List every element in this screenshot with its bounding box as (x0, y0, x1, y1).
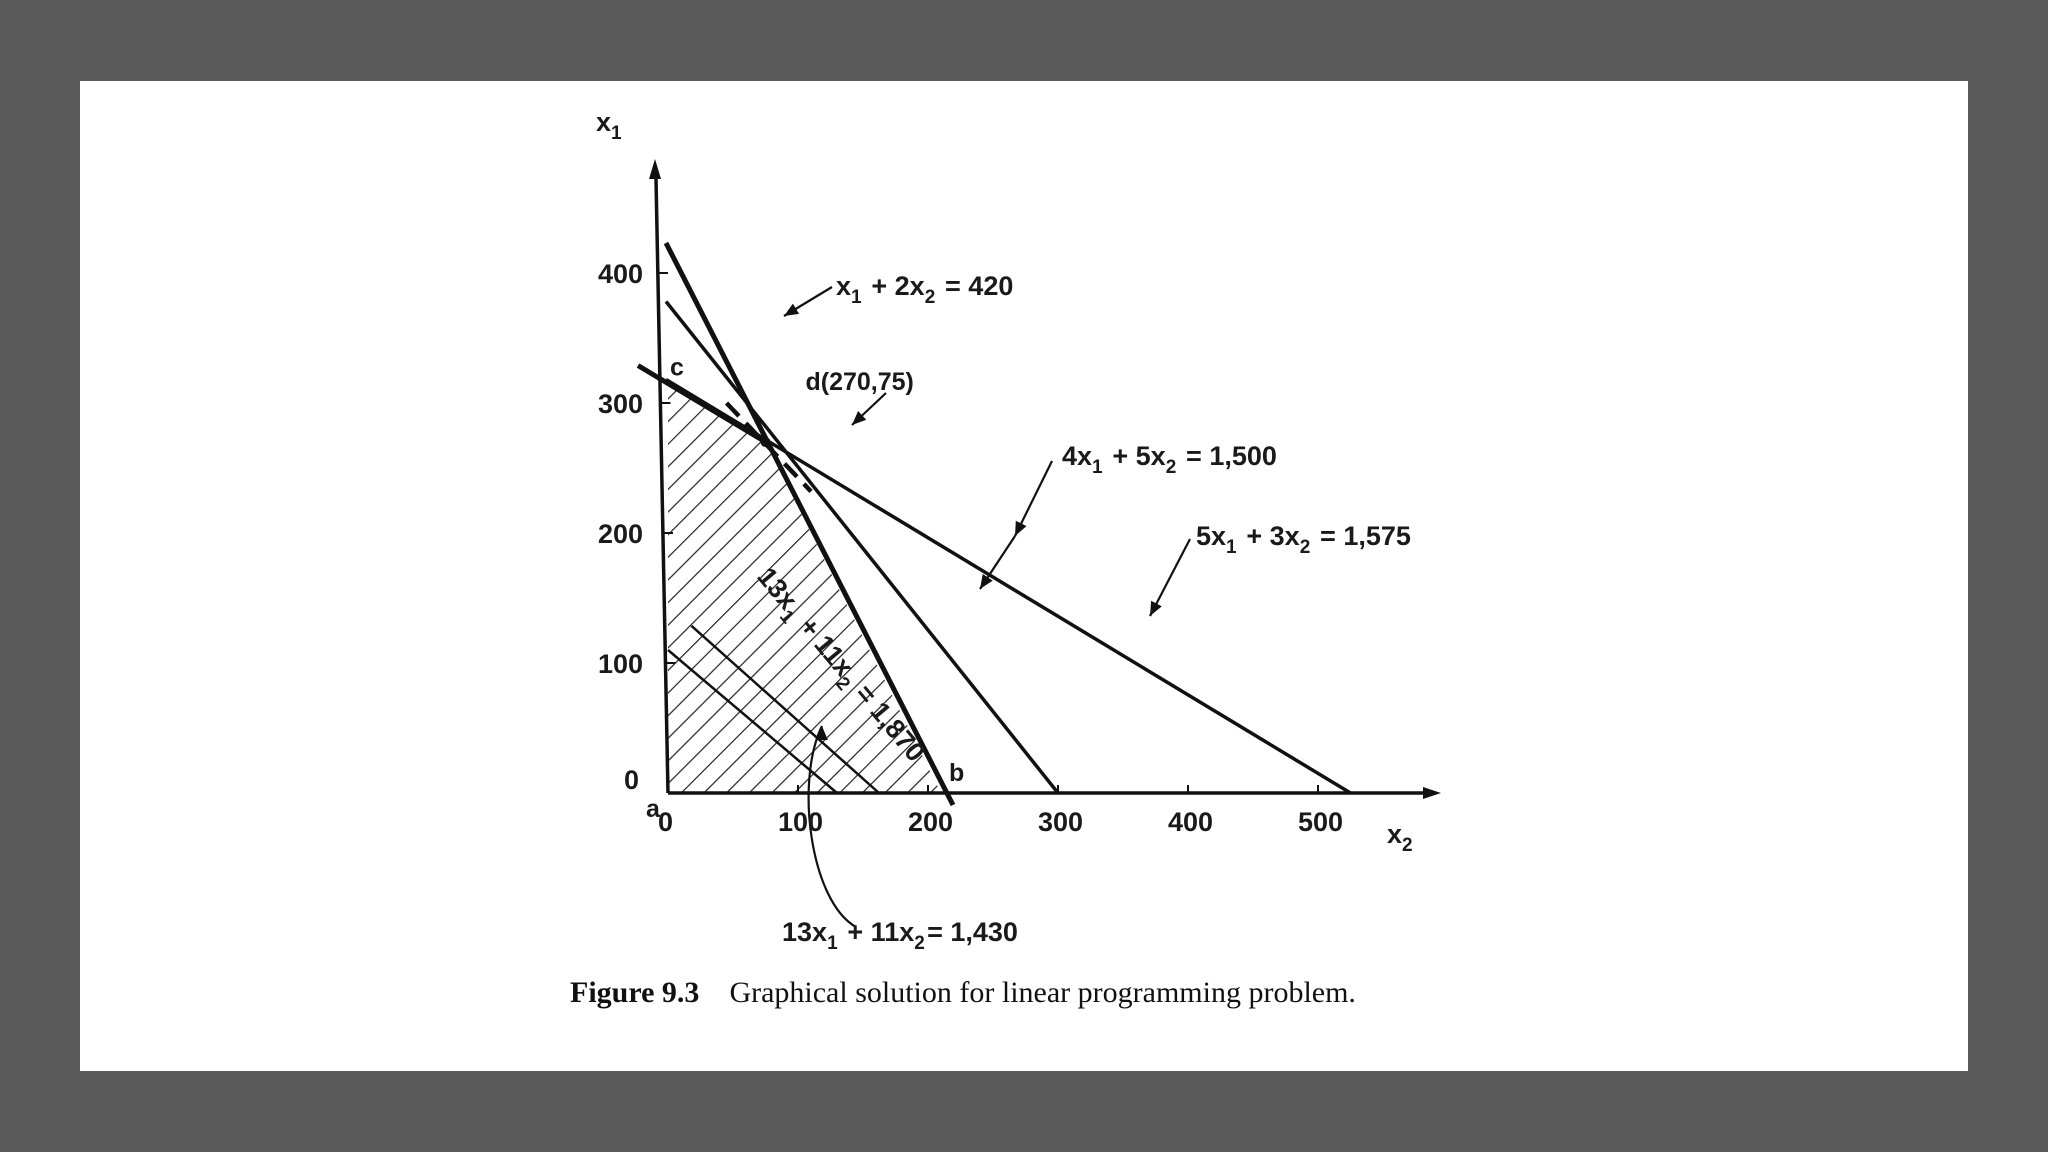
figure-page: 0 100 200 300 400 500 0 100 200 300 400 x2 x1 a b c d(27… (80, 81, 1968, 1071)
y-tick-label-200: 200 (598, 519, 643, 549)
leader-constraint-2a-head (1015, 520, 1027, 536)
constraint-line-2 (664, 300, 1060, 795)
objective-line-1870 (690, 624, 880, 794)
caption-text: Graphical solution for linear programmin… (729, 976, 1356, 1009)
point-label-b: b (949, 759, 964, 787)
point-d-marker (760, 437, 771, 447)
leader-constraint-2b-head (980, 574, 993, 589)
leader-constraint-1-head (784, 303, 800, 316)
y-axis-label: x1 (596, 107, 622, 144)
feasible-region (668, 383, 941, 793)
objective-dashed-through-d (724, 401, 813, 493)
y-axis-line (654, 178, 670, 794)
label-objective-1430: 13x1 + 11x2 = 1,430 (782, 917, 1018, 954)
leader-constraint-3 (1149, 538, 1191, 617)
constraint-line-1 (663, 241, 956, 807)
point-label-c: c (670, 354, 684, 382)
label-constraint-2: 4x1 + 5x2 = 1,500 (1062, 441, 1277, 478)
x-tick-label-0: 0 (658, 807, 673, 837)
lp-chart: 0 100 200 300 400 500 0 100 200 300 400 x2 x1 a b c d(27… (596, 107, 1441, 954)
x-tick-label-400: 400 (1168, 807, 1213, 837)
leader-constraint-3-head (1150, 600, 1162, 616)
y-tick-label-0: 0 (624, 765, 639, 795)
point-label-d: d(270,75) (806, 368, 914, 396)
x-tick-label-500: 500 (1298, 807, 1343, 837)
x-tick-label-100: 100 (778, 807, 823, 837)
x-axis-arrow (1423, 787, 1441, 799)
label-constraint-3: 5x1 + 3x2 = 1,575 (1196, 521, 1411, 558)
y-tick-label-100: 100 (598, 649, 643, 679)
leader-objective-1430 (807, 725, 857, 928)
figure-caption: Figure 9.3 Graphical solution for linear … (570, 976, 1356, 1010)
y-tick-label-400: 400 (598, 259, 643, 289)
objective-line-1430 (667, 649, 838, 794)
leader-point-d-head (852, 411, 867, 425)
point-label-a: a (646, 795, 661, 823)
x-tick-label-200: 200 (908, 807, 953, 837)
boundary-c-d (636, 363, 767, 445)
caption-figure-number: Figure 9.3 (570, 976, 700, 1009)
y-axis-arrow (649, 159, 661, 179)
constraint-line-3 (665, 378, 1352, 795)
x-tick-label-300: 300 (1038, 807, 1083, 837)
label-constraint-1: x1 + 2x2 = 420 (836, 271, 1013, 308)
leader-objective-1430-head (815, 726, 828, 741)
x-axis-label: x2 (1387, 819, 1413, 856)
y-tick-label-300: 300 (598, 389, 643, 419)
